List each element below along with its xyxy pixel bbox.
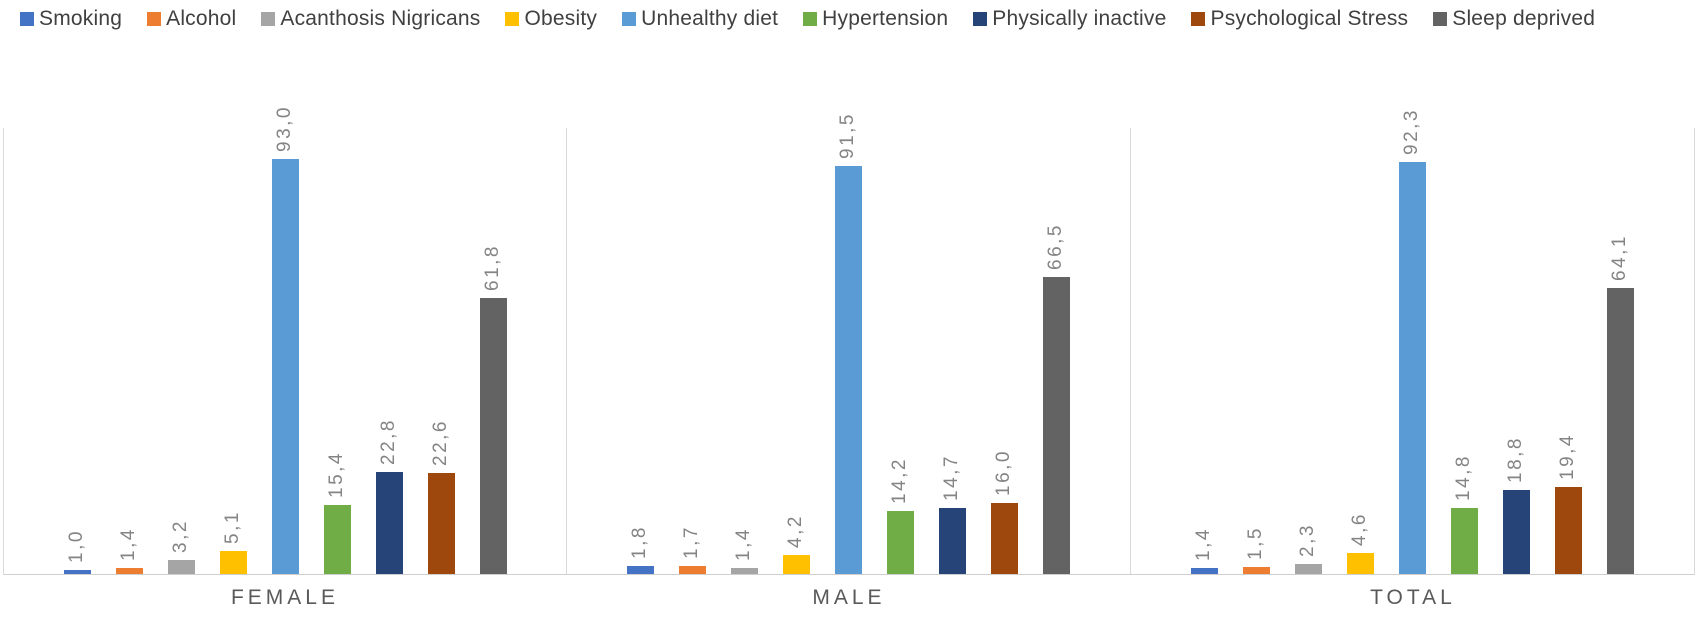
value-label: 93,0 <box>274 105 296 153</box>
value-label: 64,1 <box>1609 234 1631 282</box>
value-label: 1,0 <box>66 528 88 563</box>
legend-item-hypertension: Hypertension <box>803 7 948 31</box>
value-label: 66,5 <box>1045 223 1067 271</box>
legend-marker-icon <box>973 12 988 26</box>
legend-item-obesity: Obesity <box>505 7 597 31</box>
value-label: 1,4 <box>118 526 140 561</box>
legend-item-physically-inactive: Physically inactive <box>973 7 1166 31</box>
legend-marker-icon <box>1191 12 1206 26</box>
legend-label: Alcohol <box>166 7 237 30</box>
legend-marker-icon <box>803 12 818 26</box>
category-label-female: FEMALE <box>230 586 339 609</box>
bar-psychological-stress-male: 16,0 <box>990 449 1018 574</box>
value-label: 19,4 <box>1557 433 1579 481</box>
bar-hypertension-total: 14,8 <box>1450 454 1478 574</box>
bar-sleep-deprived-male: 66,5 <box>1042 223 1070 574</box>
bar-hypertension-male: 14,2 <box>886 457 914 574</box>
bar-smoking-male: 1,8 <box>626 525 654 574</box>
legend-item-psychological-stress: Psychological Stress <box>1191 7 1408 31</box>
bar-sleep-deprived-total: 64,1 <box>1606 234 1634 574</box>
bar-smoking-female: 1,0 <box>63 529 91 574</box>
legend-label: Smoking <box>39 7 123 30</box>
value-label: 18,8 <box>1505 436 1527 484</box>
legend-label: Hypertension <box>822 7 949 30</box>
legend-marker-icon <box>1433 12 1448 26</box>
legend-item-unhealthy-diet: Unhealthy diet <box>622 7 778 31</box>
legend-marker-icon <box>261 12 276 26</box>
bar-psychological-stress-female: 22,6 <box>427 419 455 574</box>
bar-smoking-total: 1,4 <box>1190 527 1218 574</box>
value-label: 92,3 <box>1401 108 1423 156</box>
value-label: 1,7 <box>681 525 703 560</box>
bar-hypertension-female: 15,4 <box>323 451 351 574</box>
legend-label: Sleep deprived <box>1452 7 1596 30</box>
value-label: 22,6 <box>430 419 452 467</box>
legend-item-alcohol: Alcohol <box>147 7 236 31</box>
bar-obesity-total: 4,6 <box>1346 513 1374 574</box>
bar-physically-inactive-male: 14,7 <box>938 454 966 574</box>
value-label: 15,4 <box>326 451 348 499</box>
value-label: 1,5 <box>1245 526 1267 561</box>
bar-obesity-male: 4,2 <box>782 514 810 574</box>
value-label: 61,8 <box>482 244 504 292</box>
panel-total: 1,4 1,5 2,3 4,6 92,3 14,8 18,8 19,4 64,1 <box>1131 108 1694 574</box>
bar-sleep-deprived-female: 61,8 <box>479 244 507 574</box>
category-axis: FEMALE MALE TOTAL <box>3 586 1695 610</box>
value-label: 91,5 <box>837 111 859 159</box>
bar-acanthosis-nigricans-female: 3,2 <box>167 519 195 574</box>
bar-psychological-stress-total: 19,4 <box>1554 434 1582 574</box>
legend-marker-icon <box>147 12 162 26</box>
legend-label: Psychological Stress <box>1210 7 1409 30</box>
legend-label: Acanthosis Nigricans <box>280 7 481 30</box>
legend-item-smoking: Smoking <box>20 7 122 31</box>
value-label: 14,2 <box>889 456 911 504</box>
legend: Smoking Alcohol Acanthosis Nigricans Obesit… <box>20 3 1691 35</box>
bar-unhealthy-diet-female: 93,0 <box>271 105 299 574</box>
value-label: 14,8 <box>1453 454 1475 501</box>
category-label-total: TOTAL <box>1370 586 1456 609</box>
value-label: 16,0 <box>993 448 1015 496</box>
value-label: 1,4 <box>733 526 755 561</box>
value-label: 4,6 <box>1349 512 1371 547</box>
bar-obesity-female: 5,1 <box>219 510 247 574</box>
value-label: 3,2 <box>170 518 192 553</box>
panel-male: 1,8 1,7 1,4 4,2 91,5 14,2 14,7 16,0 66,5 <box>567 112 1131 574</box>
value-label: 2,3 <box>1297 522 1319 557</box>
category-label-male: MALE <box>812 586 886 609</box>
legend-label: Unhealthy diet <box>641 7 779 30</box>
value-label: 14,7 <box>941 454 963 502</box>
legend-marker-icon <box>622 12 637 26</box>
bar-alcohol-female: 1,4 <box>115 527 143 574</box>
bar-unhealthy-diet-male: 91,5 <box>834 112 862 574</box>
panel-female: 1,0 1,4 3,2 5,1 93,0 15,4 22,8 22,6 61,8 <box>4 105 568 574</box>
legend-item-sleep-deprived: Sleep deprived <box>1433 7 1595 31</box>
legend-label: Physically inactive <box>992 7 1167 30</box>
value-label: 22,8 <box>378 418 400 466</box>
value-label: 1,8 <box>629 525 651 559</box>
bar-physically-inactive-female: 22,8 <box>375 418 403 574</box>
bar-unhealthy-diet-total: 92,3 <box>1398 108 1426 574</box>
legend-marker-icon <box>20 12 34 26</box>
value-label: 4,2 <box>785 514 807 549</box>
bar-alcohol-male: 1,7 <box>678 526 706 574</box>
bar-acanthosis-nigricans-male: 1,4 <box>730 527 758 574</box>
bar-acanthosis-nigricans-total: 2,3 <box>1294 523 1322 574</box>
legend-marker-icon <box>505 12 520 26</box>
legend-label: Obesity <box>524 7 598 30</box>
legend-item-acanthosis-nigricans: Acanthosis Nigricans <box>261 7 480 31</box>
bar-physically-inactive-total: 18,8 <box>1502 436 1530 574</box>
value-label: 1,4 <box>1193 526 1215 561</box>
value-label: 5,1 <box>222 510 244 545</box>
bar-alcohol-total: 1,5 <box>1242 526 1270 574</box>
plot-area: 1,0 1,4 3,2 5,1 93,0 15,4 22,8 22,6 61,8 1,8 1,7 1,… <box>3 105 1695 575</box>
